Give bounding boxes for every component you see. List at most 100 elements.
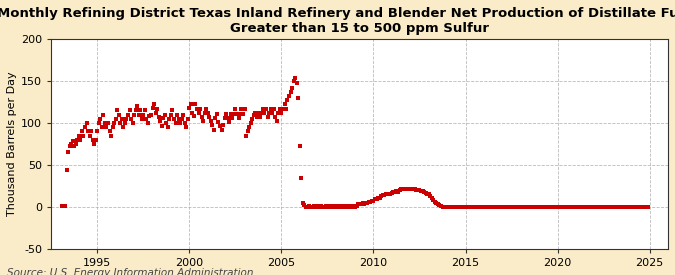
Point bbox=[371, 196, 382, 201]
Point bbox=[300, 205, 311, 209]
Point bbox=[466, 205, 477, 209]
Point bbox=[70, 142, 81, 146]
Point bbox=[560, 205, 571, 209]
Point bbox=[252, 115, 263, 119]
Point bbox=[294, 144, 305, 149]
Point bbox=[86, 129, 97, 134]
Point bbox=[178, 112, 189, 117]
Point bbox=[470, 205, 481, 209]
Point bbox=[80, 125, 90, 129]
Point bbox=[287, 86, 298, 90]
Point bbox=[437, 205, 448, 209]
Point bbox=[503, 205, 514, 209]
Point bbox=[186, 102, 196, 107]
Point bbox=[333, 204, 344, 208]
Point bbox=[327, 204, 338, 208]
Point bbox=[385, 191, 396, 196]
Point bbox=[313, 204, 323, 208]
Point bbox=[106, 133, 117, 138]
Point bbox=[623, 205, 634, 209]
Point bbox=[486, 205, 497, 209]
Point bbox=[216, 128, 227, 132]
Point bbox=[456, 205, 466, 209]
Point bbox=[129, 112, 140, 117]
Point bbox=[502, 205, 512, 209]
Point bbox=[76, 129, 87, 134]
Point bbox=[348, 204, 359, 208]
Point bbox=[586, 205, 597, 209]
Point bbox=[374, 196, 385, 200]
Point bbox=[258, 106, 269, 111]
Point bbox=[408, 187, 418, 192]
Point bbox=[211, 111, 222, 116]
Point bbox=[308, 204, 319, 208]
Point bbox=[583, 205, 594, 209]
Point bbox=[606, 205, 617, 209]
Point bbox=[89, 142, 100, 146]
Point bbox=[608, 205, 618, 209]
Point bbox=[115, 121, 126, 125]
Point bbox=[450, 205, 460, 209]
Point bbox=[264, 111, 275, 115]
Point bbox=[242, 129, 253, 134]
Point bbox=[509, 205, 520, 209]
Point bbox=[286, 90, 296, 94]
Point bbox=[134, 112, 144, 117]
Point bbox=[632, 205, 643, 209]
Point bbox=[512, 205, 523, 209]
Point bbox=[72, 138, 83, 142]
Point bbox=[158, 116, 169, 120]
Point bbox=[537, 205, 547, 209]
Point bbox=[479, 205, 489, 209]
Point bbox=[595, 205, 606, 209]
Point bbox=[578, 205, 589, 209]
Point bbox=[601, 205, 612, 209]
Point bbox=[368, 199, 379, 203]
Point bbox=[526, 205, 537, 209]
Point bbox=[104, 129, 115, 134]
Point bbox=[609, 205, 620, 209]
Point bbox=[379, 193, 389, 197]
Point bbox=[597, 205, 608, 209]
Point bbox=[515, 205, 526, 209]
Point bbox=[381, 192, 392, 197]
Point bbox=[74, 133, 84, 138]
Point bbox=[247, 117, 258, 121]
Point bbox=[254, 115, 265, 119]
Point bbox=[135, 108, 146, 112]
Point bbox=[505, 205, 516, 209]
Point bbox=[198, 119, 209, 123]
Point bbox=[365, 200, 376, 204]
Point bbox=[397, 187, 408, 192]
Point bbox=[351, 204, 362, 208]
Point bbox=[541, 205, 552, 209]
Point bbox=[311, 205, 322, 209]
Point bbox=[494, 205, 505, 209]
Point bbox=[417, 189, 428, 193]
Point bbox=[508, 205, 518, 209]
Point bbox=[213, 120, 224, 124]
Point bbox=[439, 205, 450, 209]
Point bbox=[376, 194, 387, 198]
Point bbox=[572, 205, 583, 209]
Point bbox=[383, 191, 394, 196]
Point bbox=[87, 138, 98, 142]
Point bbox=[394, 188, 405, 192]
Point bbox=[293, 95, 304, 100]
Point bbox=[279, 102, 290, 107]
Point bbox=[533, 205, 543, 209]
Point bbox=[463, 205, 474, 209]
Point bbox=[563, 205, 574, 209]
Point bbox=[431, 200, 442, 205]
Point bbox=[241, 134, 252, 139]
Point bbox=[614, 205, 624, 209]
Point bbox=[363, 200, 374, 204]
Point bbox=[531, 205, 541, 209]
Point bbox=[315, 205, 325, 209]
Point bbox=[356, 202, 367, 207]
Point bbox=[359, 202, 370, 206]
Point bbox=[400, 186, 411, 191]
Point bbox=[187, 111, 198, 115]
Point bbox=[393, 190, 404, 194]
Point bbox=[57, 204, 68, 208]
